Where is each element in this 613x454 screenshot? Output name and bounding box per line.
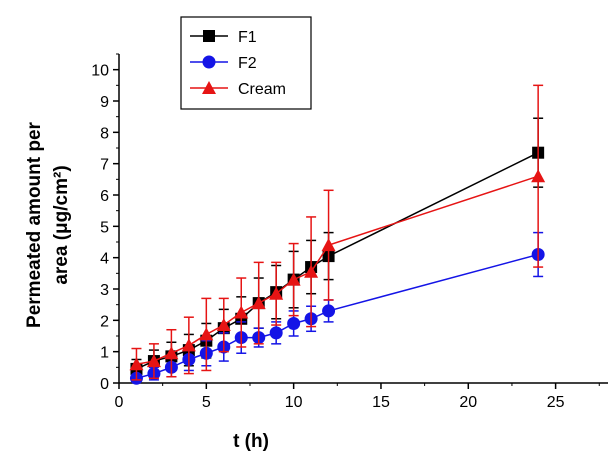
legend-marker-cream [202,81,216,94]
data-point-cream [269,286,284,300]
data-point-cream [251,296,266,310]
x-tick-label: 5 [202,394,211,411]
y-tick-label: 2 [100,313,109,330]
legend-label-f1: F1 [238,29,257,46]
x-tick-label: 20 [459,394,477,411]
series-line-f2 [136,253,539,380]
series-line-f1 [136,152,539,370]
data-point-cream [164,346,179,360]
legend-marker-f2 [202,55,216,69]
x-tick-label: 10 [285,394,303,411]
data-point-cream [199,327,214,341]
legend-label-cream: Cream [238,81,286,98]
data-point-cream [531,169,546,183]
y-tick-label: 10 [91,63,109,80]
legend: F1 F2 Cream [180,16,312,110]
y-tick-label: 3 [100,282,109,299]
legend-label-f2: F2 [238,55,257,72]
x-tick-label: 0 [115,394,124,411]
y-tick-label: 1 [100,345,109,362]
y-tick-label: 8 [100,125,109,142]
data-point-cream [304,264,319,278]
data-point-cream [286,272,301,286]
data-point-f2 [287,316,301,330]
data-point-cream [129,357,144,371]
x-tick-label: 25 [547,394,565,411]
data-point-cream [146,354,161,368]
y-axis-title-line2: area (μg/cm²) [51,165,72,284]
series-f2 [129,231,545,385]
series-cream [129,84,546,381]
series-f1 [130,117,545,380]
axes: 0 5 10 15 20 25 0 1 2 3 4 5 6 7 8 9 10 [91,53,608,411]
y-tick-label: 6 [100,188,109,205]
series-layer [129,84,546,385]
y-tick-label: 5 [100,219,109,236]
data-point-f2 [269,326,283,340]
data-point-cream [181,338,196,352]
y-tick-label: 0 [100,376,109,393]
y-tick-label: 9 [100,94,109,111]
x-tick-label: 15 [372,394,390,411]
data-point-cream [321,238,336,252]
y-tick-label: 7 [100,157,109,174]
data-point-cream [216,318,231,332]
y-axis-title-line1: Permeated amount per [24,121,45,327]
legend-marker-f1 [203,30,215,42]
x-axis-title: t (h) [233,431,269,452]
data-point-cream [234,305,249,319]
y-tick-label: 4 [100,251,109,268]
data-point-f2 [322,304,336,318]
